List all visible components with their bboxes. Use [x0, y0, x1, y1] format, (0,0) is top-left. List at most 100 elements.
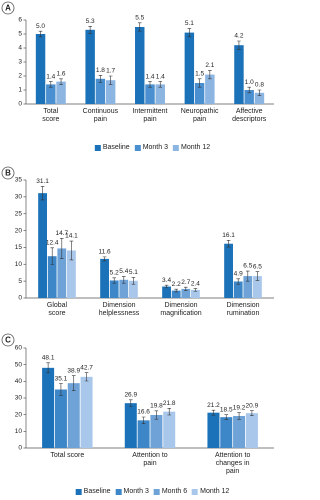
- y-tick-label: 2: [18, 73, 22, 80]
- value-label: 2.1: [205, 62, 214, 69]
- value-label: 1.8: [96, 67, 105, 74]
- bar: [42, 367, 55, 448]
- bar: [56, 81, 66, 104]
- value-label: 19.8: [150, 403, 163, 410]
- bar: [163, 411, 176, 448]
- y-tick-label: 10: [15, 261, 23, 268]
- bar: [233, 416, 246, 448]
- legend: Baseline Month 3 Month 12: [90, 144, 210, 151]
- y-tick-label: 10: [15, 428, 23, 435]
- bar: [220, 417, 233, 448]
- value-label: 4.9: [234, 271, 243, 278]
- legend-swatch: [134, 144, 141, 151]
- legend-label: Month 3: [142, 144, 168, 151]
- error-bar: [174, 288, 178, 293]
- value-label: 5.2: [110, 269, 119, 276]
- bar: [150, 415, 163, 448]
- x-tick-label: Affective descriptors: [232, 108, 267, 123]
- x-tick-label: Total score: [42, 108, 60, 123]
- error-bar: [246, 270, 250, 282]
- bar: [67, 250, 76, 298]
- error-bar: [164, 284, 169, 289]
- bar: [85, 29, 95, 104]
- bar: [207, 412, 220, 448]
- y-tick-label: 25: [15, 210, 23, 217]
- value-label: 6.5: [253, 263, 262, 270]
- value-label: 12.4: [46, 239, 59, 246]
- legend-swatch: [115, 488, 122, 495]
- error-bar: [197, 78, 202, 88]
- legend-swatch: [192, 488, 199, 495]
- value-label: 3.4: [162, 277, 171, 284]
- y-tick-label: 5: [18, 31, 22, 38]
- error-bar: [158, 81, 163, 88]
- x-tick-label: Attention to changes in pain: [214, 452, 251, 475]
- bar: [155, 84, 165, 104]
- value-label: 16.1: [222, 232, 235, 239]
- bar: [253, 276, 262, 298]
- value-label: 5.5: [135, 15, 144, 22]
- x-tick-label: Dimension helplessness: [98, 302, 140, 317]
- bar: [38, 193, 47, 298]
- bar: [244, 90, 254, 104]
- error-bar: [112, 277, 116, 284]
- value-label: 18.5: [220, 406, 233, 413]
- legend: Baseline Month 3 Month 6 Month 12: [71, 488, 230, 495]
- value-label: 1.0: [245, 79, 254, 86]
- value-label: 26.9: [124, 392, 137, 399]
- x-tick-label: Total score: [50, 452, 85, 459]
- value-label: 16.6: [137, 409, 150, 416]
- figure: A 0 1 2 3 4 5 6 5.0 1.4 1.6 5.3 1.8 1.7 5.5 1.4 1.4 5.1 1.…: [1, 1, 274, 495]
- value-label: 1.7: [106, 68, 115, 75]
- value-label: 1.4: [46, 73, 55, 80]
- bar: [54, 389, 67, 448]
- value-label: 19.2: [233, 404, 246, 411]
- y-tick-label: 50: [15, 361, 23, 368]
- value-label: 42.7: [80, 364, 93, 371]
- panel-badge: [1, 166, 15, 180]
- bar: [35, 34, 46, 104]
- bar: [205, 74, 215, 104]
- bar: [162, 286, 171, 298]
- legend-swatch: [94, 144, 101, 151]
- error-bar: [257, 89, 262, 96]
- y-tick-label: 1: [18, 87, 22, 94]
- bar: [129, 280, 138, 298]
- y-tick-label: 40: [15, 378, 23, 385]
- error-bar: [237, 40, 241, 50]
- bar: [47, 256, 57, 298]
- error-bar: [59, 78, 63, 85]
- value-label: 11.6: [98, 249, 111, 256]
- error-bar: [154, 410, 159, 420]
- y-tick-label: 5: [18, 278, 22, 285]
- value-label: 14.1: [65, 233, 78, 240]
- value-label: 20.9: [246, 402, 259, 409]
- error-bar: [69, 240, 74, 261]
- error-bar: [141, 416, 146, 424]
- value-label: 14.7: [55, 230, 68, 237]
- value-label: 21.8: [163, 400, 176, 407]
- bar: [233, 281, 243, 298]
- value-label: 1.6: [57, 71, 66, 78]
- value-label: 2.2: [172, 281, 181, 288]
- y-tick-label: 0: [18, 445, 22, 452]
- y-tick-label: 35: [15, 177, 23, 184]
- bar: [105, 80, 116, 104]
- bar: [46, 84, 56, 104]
- error-bar: [88, 26, 92, 34]
- bar: [171, 290, 181, 298]
- error-bar: [148, 81, 152, 88]
- bar: [191, 289, 200, 298]
- legend-label: Month 12: [200, 488, 230, 495]
- error-bar: [84, 372, 89, 382]
- value-label: 0.8: [255, 82, 264, 89]
- value-label: 5.4: [119, 268, 128, 275]
- error-bar: [237, 412, 241, 420]
- error-bar: [49, 81, 53, 88]
- error-bar: [187, 28, 192, 38]
- x-tick-label: Neuropathic pain: [180, 108, 219, 123]
- y-tick-label: 20: [15, 227, 23, 234]
- legend-swatch: [153, 488, 160, 495]
- bar: [181, 288, 191, 298]
- bar: [109, 280, 119, 298]
